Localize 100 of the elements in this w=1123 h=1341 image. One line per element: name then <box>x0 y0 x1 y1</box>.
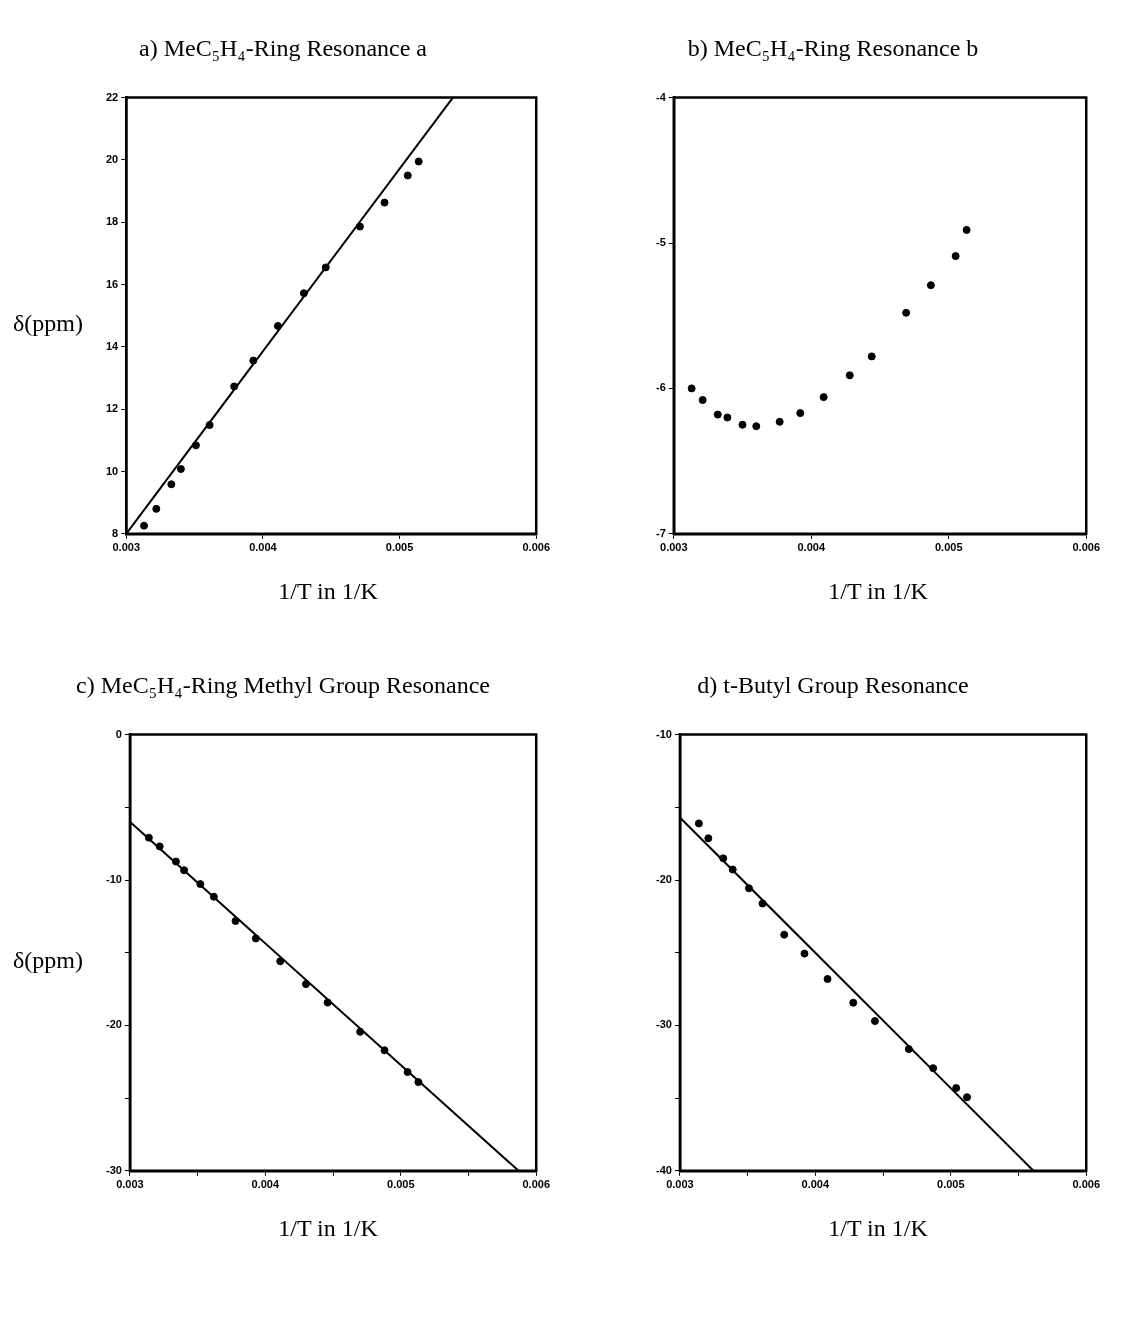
y-tick-label: -6 <box>656 381 666 394</box>
x-tick-label: 0.006 <box>1072 1178 1100 1191</box>
chart-title: d) t-Butyl Group Resonance <box>697 670 969 700</box>
y-tick-label: 10 <box>105 464 119 477</box>
point <box>728 865 737 874</box>
y-tick-label: 0 <box>115 727 122 740</box>
point <box>140 521 148 530</box>
x-tick-label: 0.005 <box>385 541 414 554</box>
point <box>144 833 153 842</box>
point <box>251 934 260 943</box>
y-tick-label: 16 <box>105 277 119 290</box>
y-tick-label: 12 <box>105 402 119 415</box>
point <box>780 930 789 939</box>
point <box>952 1084 961 1093</box>
x-axis-title: 1/T in 1/K <box>828 1215 928 1242</box>
y-tick-label: -40 <box>655 1163 672 1176</box>
point <box>800 949 809 958</box>
point <box>929 1064 938 1073</box>
x-tick-label: 0.006 <box>522 541 550 554</box>
point <box>273 321 282 330</box>
y-axis-title: δ(ppm) <box>13 946 84 974</box>
point <box>902 308 911 317</box>
x-tick-label: 0.004 <box>797 541 826 554</box>
x-tick-label: 0.003 <box>666 1178 694 1191</box>
x-tick-label: 0.004 <box>801 1178 830 1191</box>
x-tick-label: 0.003 <box>116 1178 144 1191</box>
y-axis-title: δ(ppm) <box>13 309 84 337</box>
point <box>299 289 308 298</box>
point <box>962 225 971 234</box>
point <box>155 842 164 851</box>
point <box>380 1046 389 1055</box>
point <box>849 998 858 1007</box>
point <box>713 410 722 419</box>
point <box>171 857 180 866</box>
y-tick-label: -5 <box>656 236 666 249</box>
point <box>723 413 732 422</box>
y-tick-label: -30 <box>655 1018 672 1031</box>
point <box>191 441 200 450</box>
point <box>704 834 713 843</box>
point <box>867 352 876 361</box>
y-tick-label: 18 <box>105 215 119 228</box>
point <box>176 464 185 473</box>
point <box>694 819 703 828</box>
x-axis-title: 1/T in 1/K <box>828 578 928 605</box>
x-tick-label: 0.005 <box>934 541 963 554</box>
point <box>231 917 240 925</box>
point <box>403 1068 412 1077</box>
point <box>209 892 218 901</box>
point <box>167 480 176 489</box>
point <box>196 880 205 889</box>
point <box>230 382 239 391</box>
x-tick-label: 0.005 <box>937 1178 965 1191</box>
point <box>951 252 960 261</box>
point <box>414 157 423 166</box>
point <box>276 957 285 966</box>
point <box>819 393 828 402</box>
point <box>380 198 389 207</box>
point <box>719 854 728 863</box>
point <box>845 371 854 380</box>
y-tick-label: 22 <box>105 90 119 103</box>
y-tick-label: 20 <box>105 152 119 165</box>
point <box>775 417 784 426</box>
y-tick-label: -7 <box>656 526 666 539</box>
point <box>926 281 935 290</box>
point <box>870 1017 879 1026</box>
chart-title: a) MeC₅H₄-Ring Resonance a <box>139 33 427 63</box>
y-tick-label: -10 <box>105 873 122 886</box>
y-tick-label: -20 <box>105 1018 122 1031</box>
y-tick-label: 14 <box>105 339 120 352</box>
point <box>744 884 753 893</box>
point <box>738 420 747 429</box>
chart-title: c) MeC₅H₄-Ring Methyl Group Resonance <box>76 670 490 700</box>
y-tick-label: -30 <box>105 1163 122 1176</box>
point <box>904 1045 913 1054</box>
x-tick-label: 0.003 <box>112 541 140 554</box>
point <box>698 396 707 405</box>
point <box>321 263 330 272</box>
point <box>823 975 832 984</box>
x-axis-title: 1/T in 1/K <box>278 1215 378 1242</box>
x-tick-label: 0.006 <box>1072 541 1100 554</box>
x-axis-title: 1/T in 1/K <box>278 578 378 605</box>
x-tick-label: 0.004 <box>251 1178 280 1191</box>
y-tick-label: -4 <box>656 90 667 103</box>
point <box>323 998 332 1007</box>
y-tick-label: -20 <box>655 873 672 886</box>
point <box>249 356 258 365</box>
x-tick-label: 0.005 <box>387 1178 415 1191</box>
point <box>752 422 761 431</box>
x-tick-label: 0.006 <box>522 1178 550 1191</box>
point <box>180 866 189 875</box>
point <box>152 504 161 513</box>
point <box>403 171 412 180</box>
x-tick-label: 0.004 <box>249 541 278 554</box>
point <box>758 899 767 908</box>
point <box>414 1078 423 1087</box>
point <box>356 1027 365 1036</box>
point <box>355 222 364 231</box>
y-tick-label: 8 <box>112 526 119 539</box>
point <box>205 421 214 430</box>
point <box>301 980 310 989</box>
